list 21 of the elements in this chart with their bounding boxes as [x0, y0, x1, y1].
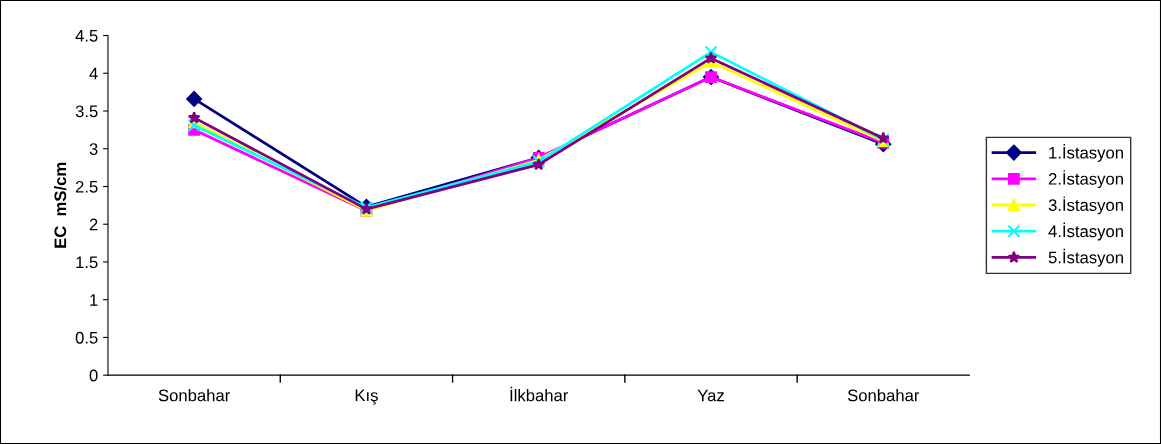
y-tick-label: 3	[89, 143, 98, 155]
x-tick-label: Sonbahar	[158, 389, 230, 402]
legend-label: 3.İstasyon	[1048, 196, 1123, 215]
legend-label: 1.İstasyon	[1049, 144, 1123, 162]
x-tick-label: Kış	[355, 389, 378, 405]
x-tick-label: İlkbahar	[510, 386, 569, 402]
legend-label: 4.İstasyon	[1048, 222, 1123, 241]
y-axis-title: EC mS/cm	[53, 162, 67, 248]
y-tick-label: 1.5	[76, 256, 98, 269]
y-tick-label: 0.5	[75, 331, 98, 344]
y-tick-label: 1	[90, 294, 98, 306]
y-tick-label: 2	[89, 218, 98, 231]
x-tick-label: Yaz	[697, 389, 724, 402]
y-tick-label: 4	[89, 67, 98, 80]
y-tick-label: 4.5	[75, 30, 98, 42]
y-tick-label: 2.5	[75, 180, 98, 193]
legend-label: 5.İstasyon	[1048, 248, 1123, 267]
y-tick-label: 3.5	[75, 105, 98, 118]
x-tick-label: Sonbahar	[847, 389, 920, 402]
legend-label: 2.İstasyon	[1048, 170, 1123, 189]
y-tick-label: 0	[89, 369, 98, 382]
